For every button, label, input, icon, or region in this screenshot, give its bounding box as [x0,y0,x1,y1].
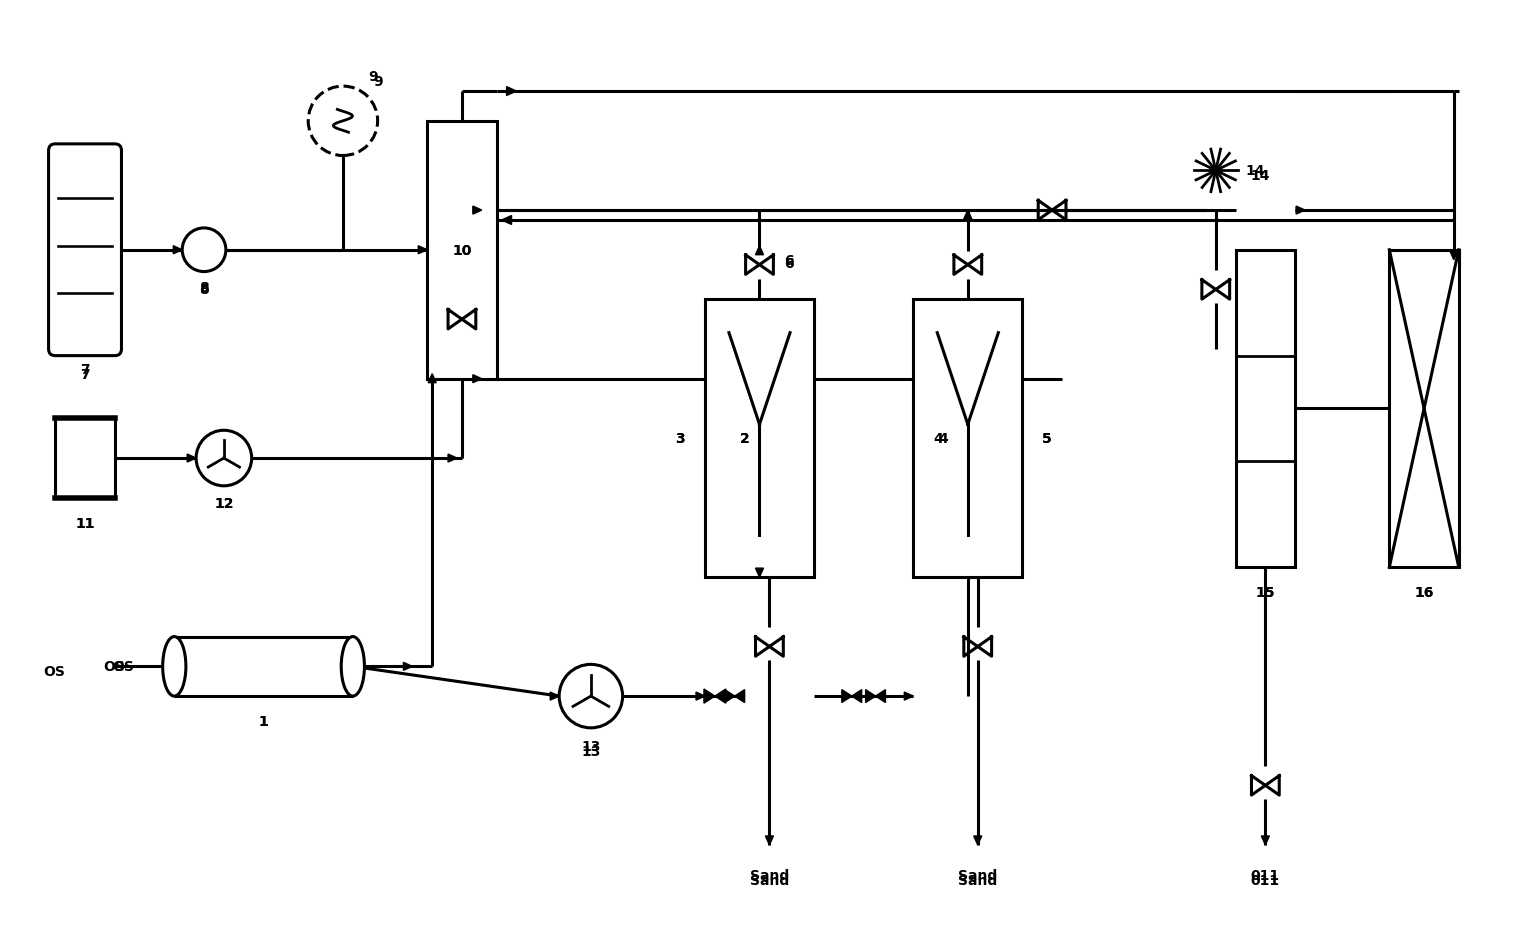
Text: 5: 5 [1042,432,1053,446]
Polygon shape [735,690,744,703]
Circle shape [308,87,378,157]
Polygon shape [725,690,735,703]
Ellipse shape [342,637,365,696]
Polygon shape [904,692,913,701]
Text: 10: 10 [453,244,471,258]
Polygon shape [1261,836,1270,845]
Polygon shape [472,207,482,215]
Text: 2: 2 [740,432,749,446]
Text: 5: 5 [1042,432,1053,446]
Text: 8: 8 [199,281,210,295]
Text: 1: 1 [258,714,269,728]
Text: 16: 16 [1414,585,1434,599]
Polygon shape [418,247,427,255]
Polygon shape [428,375,436,383]
Polygon shape [187,454,196,463]
Text: 14: 14 [1250,169,1270,184]
Polygon shape [755,247,764,256]
Text: 1: 1 [258,714,269,728]
Text: 13: 13 [582,739,600,753]
Text: 2: 2 [740,432,749,446]
Circle shape [196,431,252,487]
Ellipse shape [163,637,185,696]
Polygon shape [703,690,715,704]
Polygon shape [974,836,981,845]
Polygon shape [766,836,773,845]
Polygon shape [842,690,852,703]
Polygon shape [755,568,764,578]
Text: 7: 7 [81,362,90,376]
Text: Sand: Sand [750,872,788,886]
Text: 4: 4 [933,432,943,446]
Text: 6: 6 [784,253,794,267]
Polygon shape [1449,250,1458,260]
Polygon shape [852,690,861,703]
Text: 8: 8 [199,283,210,297]
Text: 12: 12 [214,496,234,510]
Text: Sand: Sand [958,868,998,882]
FancyBboxPatch shape [49,145,122,356]
Text: 3: 3 [676,432,685,446]
Text: 14: 14 [1246,164,1265,178]
Polygon shape [550,692,559,701]
Text: 9: 9 [372,75,383,89]
Text: 3: 3 [676,432,685,446]
Text: OS: OS [112,660,135,674]
Polygon shape [1296,207,1305,215]
Bar [55,419,115,498]
Text: Sand: Sand [958,872,998,886]
Text: 011: 011 [1250,868,1281,882]
Polygon shape [404,663,412,670]
Text: 15: 15 [1256,585,1274,599]
Circle shape [182,229,226,273]
Text: 11: 11 [76,516,94,530]
Text: 011: 011 [1250,872,1281,886]
Text: OS: OS [103,660,125,674]
Polygon shape [866,690,875,703]
Polygon shape [472,375,482,383]
Text: Sand: Sand [750,868,788,882]
Text: 15: 15 [1256,585,1274,599]
Polygon shape [501,216,512,225]
Text: 16: 16 [1414,585,1434,599]
Text: OS: OS [44,665,65,679]
Polygon shape [715,690,726,704]
Bar [1235,250,1296,567]
Polygon shape [875,690,886,703]
Bar [913,300,1022,578]
Circle shape [559,665,623,728]
Text: 13: 13 [582,743,600,758]
Polygon shape [696,692,705,701]
Bar [1390,250,1458,567]
Polygon shape [448,454,457,463]
Polygon shape [963,210,972,220]
Bar [705,300,814,578]
Bar [427,121,497,379]
Text: 11: 11 [76,516,94,530]
Text: 4: 4 [939,432,948,446]
Text: 12: 12 [214,496,234,510]
Text: 6: 6 [784,257,794,271]
Polygon shape [506,87,516,96]
Polygon shape [173,247,182,255]
Text: 9: 9 [368,70,378,84]
Text: 7: 7 [81,367,90,381]
Text: 10: 10 [453,244,471,258]
